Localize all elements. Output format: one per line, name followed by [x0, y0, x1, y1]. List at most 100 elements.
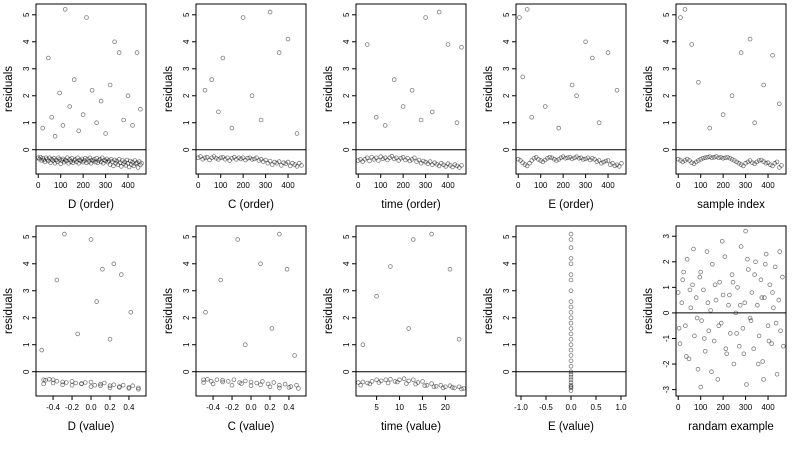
data-point [695, 366, 701, 372]
data-point [536, 157, 541, 162]
data-point [267, 158, 273, 164]
plot-panel: -0.4 -0.2 0.0 0.2 0.4 0 1 2 3 4 5 D (value) residual… [3, 225, 147, 433]
data-point [92, 157, 97, 162]
y-tick-label: 0 [502, 369, 511, 374]
data-point [365, 380, 370, 386]
data-point [392, 379, 398, 384]
data-point [126, 386, 132, 391]
data-point [705, 300, 711, 306]
y-tick-label: 5 [662, 12, 671, 17]
data-point [382, 155, 388, 161]
data-point [45, 55, 51, 61]
data-point [263, 157, 268, 163]
y-tick-label: 3 [342, 66, 351, 71]
data-point [677, 341, 683, 346]
data-point [218, 155, 224, 161]
data-point [117, 385, 122, 390]
x-axis-title: D (value) [68, 421, 115, 433]
data-point [447, 266, 453, 272]
data-point [225, 379, 231, 384]
data-point [406, 326, 412, 331]
data-point [542, 104, 548, 109]
data-point [603, 158, 609, 164]
data-point [77, 157, 83, 163]
y-tick-label: 4 [342, 39, 351, 44]
y-tick-label: 1 [662, 120, 671, 125]
data-point [729, 272, 735, 277]
data-point [568, 384, 574, 389]
data-point [749, 290, 755, 295]
data-point [717, 279, 722, 285]
data-point [424, 382, 430, 388]
data-point [720, 112, 726, 117]
data-point [229, 125, 235, 131]
x-tick-label: -1.0 [514, 403, 528, 412]
data-point [554, 158, 559, 163]
data-point [724, 351, 729, 357]
x-tick-label: 200 [396, 181, 410, 190]
data-point [558, 155, 564, 161]
data-point [704, 249, 710, 254]
data-point [235, 237, 241, 242]
data-point [94, 299, 99, 304]
data-point [727, 331, 733, 336]
data-point [711, 338, 717, 344]
x-tick-label: -0.4 [46, 403, 60, 412]
data-point [612, 163, 618, 169]
data-point [574, 93, 579, 98]
data-point [568, 377, 574, 383]
data-point [125, 93, 131, 98]
y-axis-title: residuals [323, 66, 335, 112]
data-point [568, 353, 574, 358]
data-point [416, 157, 422, 163]
data-point [568, 315, 574, 321]
data-point [276, 159, 282, 164]
plot-panel: 0 100 200 300 400 0 1 2 3 4 5 D (order) residuals [3, 3, 147, 211]
data-point [709, 155, 715, 161]
data-point [134, 160, 140, 166]
data-point [461, 386, 467, 391]
data-point [383, 377, 389, 383]
data-point [74, 159, 79, 165]
data-point [723, 155, 728, 161]
data-point [712, 282, 718, 288]
data-point [676, 325, 682, 331]
data-point [748, 318, 754, 323]
plot-panel: 0 100 200 300 400 0 1 2 3 4 5 C (order) residuals [163, 3, 307, 211]
y-tick-label: 5 [22, 234, 31, 239]
data-point [213, 156, 219, 161]
x-tick-label: 400 [601, 181, 615, 190]
plot-panel: 0 100 200 300 400 0 1 2 3 4 5 sample index residuals [643, 3, 787, 211]
data-point [694, 315, 700, 321]
data-point [689, 42, 694, 47]
data-point [89, 88, 95, 93]
data-point [598, 160, 604, 166]
x-tick-label: 0.0 [85, 403, 97, 412]
data-point [679, 300, 685, 306]
data-point [418, 117, 424, 123]
data-point [374, 293, 379, 299]
data-point [707, 125, 712, 131]
x-tick-label: 400 [761, 403, 775, 412]
y-tick-label: 1 [182, 120, 191, 125]
x-tick-label: 0.2 [264, 403, 276, 412]
data-point [126, 164, 132, 170]
data-point [209, 155, 215, 161]
data-point [52, 133, 58, 139]
y-tick-label: 5 [182, 234, 191, 239]
data-point [294, 131, 300, 136]
data-point [76, 128, 81, 134]
data-point [529, 158, 534, 163]
data-point [243, 342, 248, 348]
data-point [367, 158, 372, 164]
data-point [98, 98, 104, 104]
data-point [752, 272, 757, 277]
data-point [592, 157, 597, 162]
data-point [568, 237, 574, 242]
data-point [406, 378, 412, 384]
data-point [568, 245, 574, 250]
data-point [410, 377, 416, 383]
data-point [398, 156, 404, 161]
data-point [568, 369, 574, 375]
data-point [761, 377, 766, 382]
